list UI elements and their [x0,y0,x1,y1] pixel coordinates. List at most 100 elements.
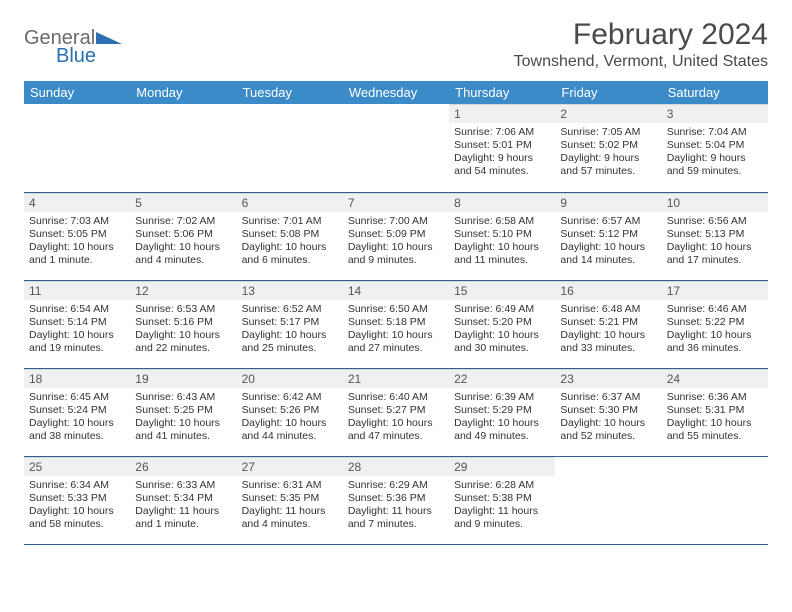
day-daylight: Daylight: 10 hours and 58 minutes. [29,505,125,531]
day-number: 22 [449,369,555,388]
day-cell: 19Sunrise: 6:43 AMSunset: 5:25 PMDayligh… [130,368,236,456]
day-daylight: Daylight: 10 hours and 25 minutes. [242,329,338,355]
day-number: 11 [24,281,130,300]
day-details: Sunrise: 6:58 AMSunset: 5:10 PMDaylight:… [449,212,555,272]
day-sunset: Sunset: 5:06 PM [135,228,231,241]
day-details: Sunrise: 6:52 AMSunset: 5:17 PMDaylight:… [237,300,343,360]
day-daylight: Daylight: 10 hours and 41 minutes. [135,417,231,443]
day-sunset: Sunset: 5:17 PM [242,316,338,329]
day-sunset: Sunset: 5:18 PM [348,316,444,329]
day-details: Sunrise: 6:28 AMSunset: 5:38 PMDaylight:… [449,476,555,536]
weekday-header: Sunday [24,81,130,104]
day-daylight: Daylight: 10 hours and 6 minutes. [242,241,338,267]
day-cell: 15Sunrise: 6:49 AMSunset: 5:20 PMDayligh… [449,280,555,368]
day-daylight: Daylight: 11 hours and 4 minutes. [242,505,338,531]
day-sunrise: Sunrise: 6:50 AM [348,303,444,316]
day-details: Sunrise: 7:04 AMSunset: 5:04 PMDaylight:… [662,123,768,183]
day-number: 12 [130,281,236,300]
day-sunset: Sunset: 5:22 PM [667,316,763,329]
weekday-header: Thursday [449,81,555,104]
calendar-table: SundayMondayTuesdayWednesdayThursdayFrid… [24,81,768,545]
day-details: Sunrise: 6:29 AMSunset: 5:36 PMDaylight:… [343,476,449,536]
day-sunset: Sunset: 5:31 PM [667,404,763,417]
week-row: 25Sunrise: 6:34 AMSunset: 5:33 PMDayligh… [24,456,768,544]
day-daylight: Daylight: 10 hours and 19 minutes. [29,329,125,355]
day-number: 14 [343,281,449,300]
day-details: Sunrise: 6:39 AMSunset: 5:29 PMDaylight:… [449,388,555,448]
day-details: Sunrise: 6:49 AMSunset: 5:20 PMDaylight:… [449,300,555,360]
day-daylight: Daylight: 10 hours and 4 minutes. [135,241,231,267]
week-row: 11Sunrise: 6:54 AMSunset: 5:14 PMDayligh… [24,280,768,368]
day-sunrise: Sunrise: 6:43 AM [135,391,231,404]
day-sunrise: Sunrise: 6:48 AM [560,303,656,316]
day-daylight: Daylight: 9 hours and 57 minutes. [560,152,656,178]
brand-logo: General Blue [24,26,134,66]
day-details: Sunrise: 6:46 AMSunset: 5:22 PMDaylight:… [662,300,768,360]
day-daylight: Daylight: 11 hours and 1 minute. [135,505,231,531]
day-sunrise: Sunrise: 7:03 AM [29,215,125,228]
day-details: Sunrise: 7:06 AMSunset: 5:01 PMDaylight:… [449,123,555,183]
day-details: Sunrise: 6:36 AMSunset: 5:31 PMDaylight:… [662,388,768,448]
weekday-header-row: SundayMondayTuesdayWednesdayThursdayFrid… [24,81,768,104]
day-sunset: Sunset: 5:20 PM [454,316,550,329]
day-cell: 11Sunrise: 6:54 AMSunset: 5:14 PMDayligh… [24,280,130,368]
day-cell: 29Sunrise: 6:28 AMSunset: 5:38 PMDayligh… [449,456,555,544]
day-details: Sunrise: 6:54 AMSunset: 5:14 PMDaylight:… [24,300,130,360]
day-sunset: Sunset: 5:04 PM [667,139,763,152]
day-number: 9 [555,193,661,212]
day-number: 21 [343,369,449,388]
day-sunrise: Sunrise: 6:28 AM [454,479,550,492]
day-daylight: Daylight: 10 hours and 38 minutes. [29,417,125,443]
day-daylight: Daylight: 10 hours and 11 minutes. [454,241,550,267]
day-sunrise: Sunrise: 6:36 AM [667,391,763,404]
day-details: Sunrise: 7:05 AMSunset: 5:02 PMDaylight:… [555,123,661,183]
day-sunset: Sunset: 5:21 PM [560,316,656,329]
day-cell [24,104,130,192]
day-sunrise: Sunrise: 6:49 AM [454,303,550,316]
day-sunrise: Sunrise: 6:52 AM [242,303,338,316]
day-sunrise: Sunrise: 7:04 AM [667,126,763,139]
day-cell: 7Sunrise: 7:00 AMSunset: 5:09 PMDaylight… [343,192,449,280]
day-cell: 13Sunrise: 6:52 AMSunset: 5:17 PMDayligh… [237,280,343,368]
generalblue-logo-icon: General Blue [24,26,134,66]
day-cell: 21Sunrise: 6:40 AMSunset: 5:27 PMDayligh… [343,368,449,456]
day-number: 5 [130,193,236,212]
day-number: 8 [449,193,555,212]
day-sunset: Sunset: 5:29 PM [454,404,550,417]
day-number: 15 [449,281,555,300]
day-cell: 20Sunrise: 6:42 AMSunset: 5:26 PMDayligh… [237,368,343,456]
weekday-header: Tuesday [237,81,343,104]
day-details: Sunrise: 6:34 AMSunset: 5:33 PMDaylight:… [24,476,130,536]
day-details: Sunrise: 7:01 AMSunset: 5:08 PMDaylight:… [237,212,343,272]
day-details: Sunrise: 6:40 AMSunset: 5:27 PMDaylight:… [343,388,449,448]
day-details: Sunrise: 6:56 AMSunset: 5:13 PMDaylight:… [662,212,768,272]
day-sunset: Sunset: 5:05 PM [29,228,125,241]
day-details: Sunrise: 7:02 AMSunset: 5:06 PMDaylight:… [130,212,236,272]
day-cell: 12Sunrise: 6:53 AMSunset: 5:16 PMDayligh… [130,280,236,368]
day-sunrise: Sunrise: 6:53 AM [135,303,231,316]
day-cell: 14Sunrise: 6:50 AMSunset: 5:18 PMDayligh… [343,280,449,368]
day-sunrise: Sunrise: 7:02 AM [135,215,231,228]
week-row: 4Sunrise: 7:03 AMSunset: 5:05 PMDaylight… [24,192,768,280]
day-daylight: Daylight: 10 hours and 44 minutes. [242,417,338,443]
day-cell: 6Sunrise: 7:01 AMSunset: 5:08 PMDaylight… [237,192,343,280]
day-details: Sunrise: 6:45 AMSunset: 5:24 PMDaylight:… [24,388,130,448]
day-sunrise: Sunrise: 6:56 AM [667,215,763,228]
day-number: 16 [555,281,661,300]
logo-text-blue: Blue [56,45,96,66]
day-details: Sunrise: 6:53 AMSunset: 5:16 PMDaylight:… [130,300,236,360]
day-cell [662,456,768,544]
day-cell: 18Sunrise: 6:45 AMSunset: 5:24 PMDayligh… [24,368,130,456]
day-sunrise: Sunrise: 6:42 AM [242,391,338,404]
day-cell: 8Sunrise: 6:58 AMSunset: 5:10 PMDaylight… [449,192,555,280]
calendar-head: SundayMondayTuesdayWednesdayThursdayFrid… [24,81,768,104]
day-cell: 22Sunrise: 6:39 AMSunset: 5:29 PMDayligh… [449,368,555,456]
header: General Blue February 2024 Townshend, Ve… [24,18,768,71]
day-cell: 16Sunrise: 6:48 AMSunset: 5:21 PMDayligh… [555,280,661,368]
day-daylight: Daylight: 10 hours and 1 minute. [29,241,125,267]
day-details: Sunrise: 6:48 AMSunset: 5:21 PMDaylight:… [555,300,661,360]
day-sunset: Sunset: 5:34 PM [135,492,231,505]
day-cell: 24Sunrise: 6:36 AMSunset: 5:31 PMDayligh… [662,368,768,456]
day-sunrise: Sunrise: 7:00 AM [348,215,444,228]
day-number: 3 [662,104,768,123]
